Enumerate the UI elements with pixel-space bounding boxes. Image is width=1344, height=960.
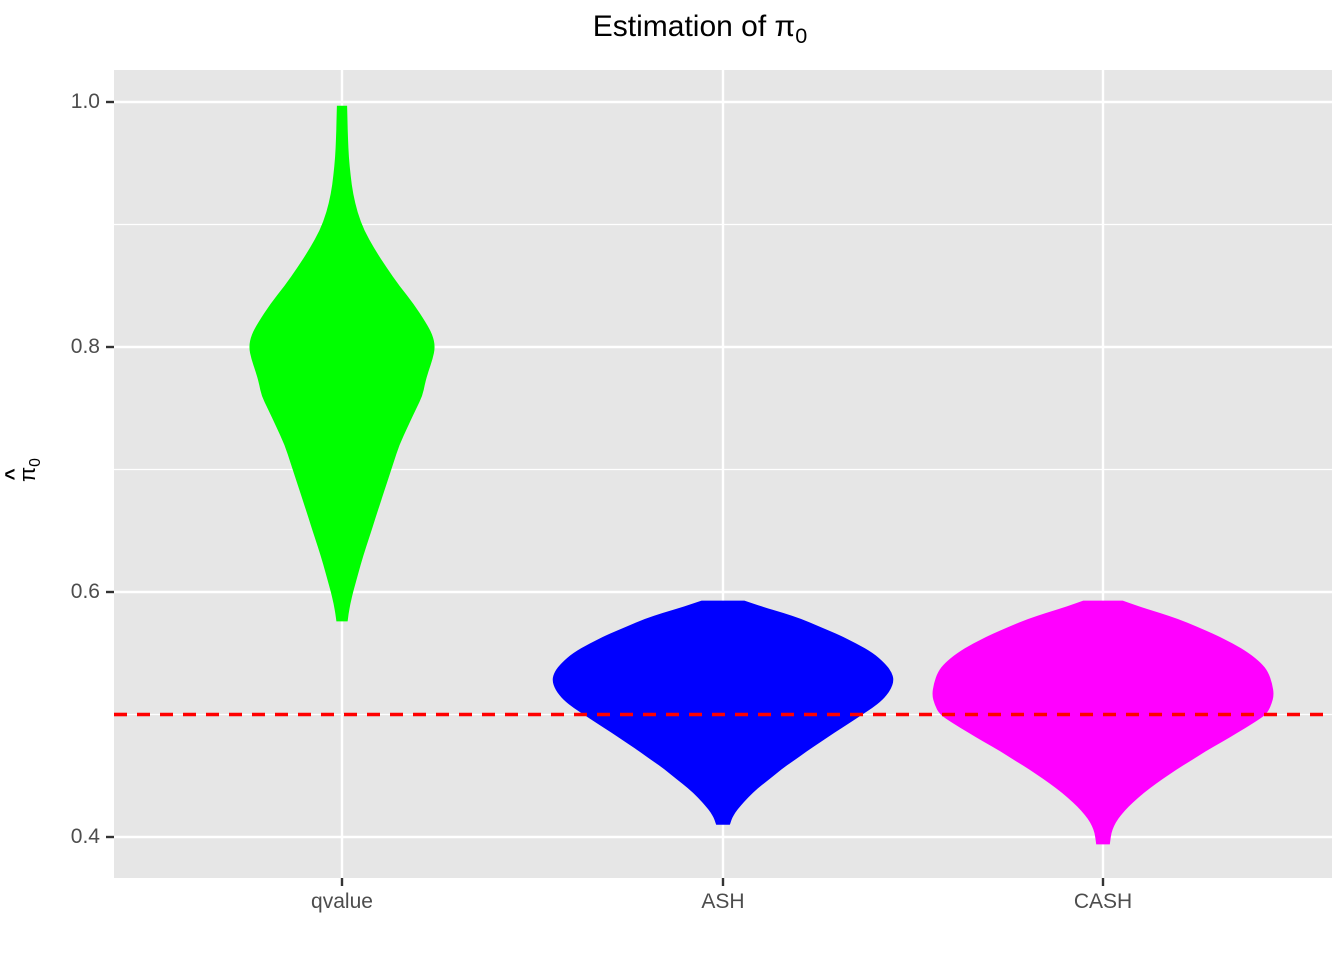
y-tick-label-1-0: 1.0 bbox=[70, 90, 100, 113]
x-category-label-qvalue: qvalue bbox=[311, 890, 373, 913]
violin-ASH bbox=[552, 600, 894, 825]
violin-CASH bbox=[932, 600, 1274, 845]
pi-subscript: 0 bbox=[795, 23, 808, 48]
y-tick-label-0-4: 0.4 bbox=[70, 825, 100, 848]
pi-subscript: 0 bbox=[27, 458, 45, 467]
violin-qvalue bbox=[249, 105, 435, 622]
hat-accent: ^ bbox=[1, 468, 25, 481]
plot-title-text: Estimation of bbox=[592, 10, 775, 43]
x-category-label-ash: ASH bbox=[701, 890, 745, 913]
x-category-label-cash: CASH bbox=[1073, 890, 1133, 913]
y-tick-label-0-8: 0.8 bbox=[70, 335, 100, 358]
pi-symbol: π bbox=[774, 10, 796, 43]
pi-hat-symbol: π ^ bbox=[2, 467, 41, 482]
y-axis-label: π ^ 0 bbox=[2, 458, 45, 482]
y-tick-label-0-6: 0.6 bbox=[70, 580, 100, 603]
plot-title: Estimation of π0 bbox=[593, 10, 807, 49]
